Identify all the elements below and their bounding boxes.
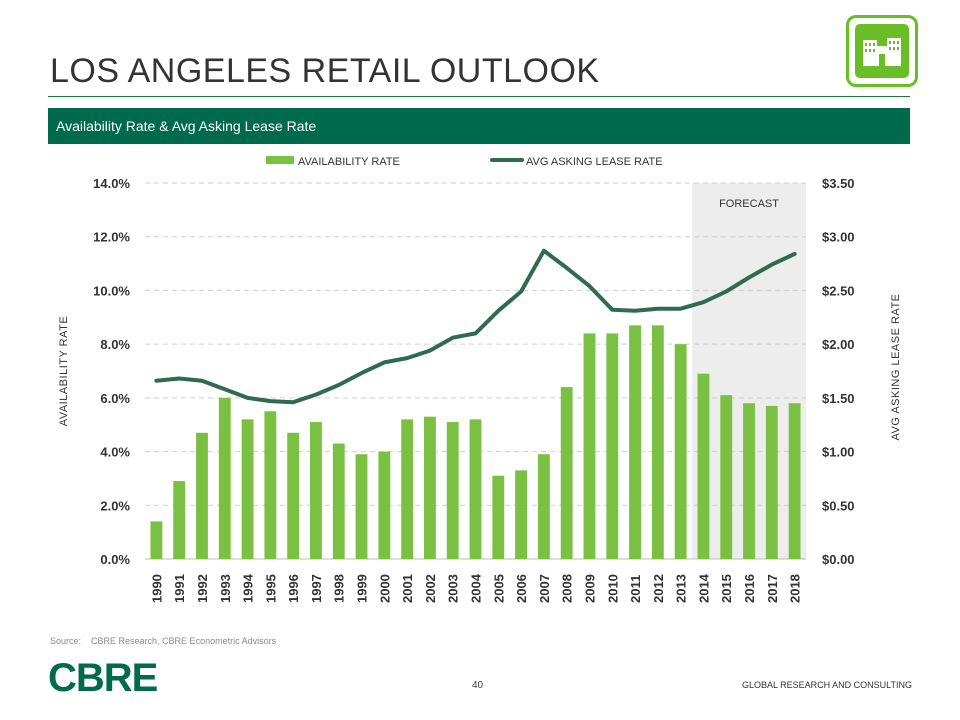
- x-tick-label: 2013: [674, 574, 689, 603]
- bar: [651, 325, 664, 559]
- x-tick-label: 2017: [765, 574, 780, 603]
- x-tick-label: 2014: [696, 573, 711, 603]
- bar: [537, 454, 550, 559]
- legend-label-bar: AVAILABILITY RATE: [298, 156, 400, 168]
- bar: [606, 333, 619, 559]
- x-tick-label: 2010: [605, 574, 620, 603]
- bar: [332, 443, 345, 559]
- x-tick-label: 2004: [469, 573, 484, 603]
- y-tick-label-right: $0.00: [822, 552, 855, 567]
- x-tick-label: 2000: [377, 574, 392, 603]
- bar: [629, 325, 641, 559]
- x-tick-label: 2001: [400, 574, 415, 603]
- chart-banner: Availability Rate & Avg Asking Lease Rat…: [48, 108, 910, 144]
- bar: [469, 419, 482, 559]
- y-tick-label-left: 8.0%: [100, 337, 130, 352]
- forecast-label: FORECAST: [719, 198, 779, 210]
- bar: [355, 454, 368, 559]
- legend-swatch-bar: [266, 156, 294, 164]
- bar: [423, 416, 436, 559]
- x-tick-label: 1995: [263, 574, 278, 603]
- y-tick-label-right: $1.00: [822, 445, 855, 460]
- y-tick-label-left: 14.0%: [93, 176, 130, 191]
- bar: [264, 411, 277, 559]
- page-title: LOS ANGELES RETAIL OUTLOOK: [50, 52, 600, 90]
- x-tick-label: 1990: [149, 574, 164, 603]
- legend-label-line: AVG ASKING LEASE RATE: [526, 156, 663, 168]
- x-tick-label: 1996: [286, 574, 301, 603]
- series-line: [154, 248, 797, 405]
- x-tick-label: 2015: [719, 574, 734, 603]
- bar: [720, 395, 733, 559]
- bar: [583, 333, 596, 559]
- bar: [560, 387, 573, 559]
- bar: [788, 403, 801, 559]
- bar: [765, 405, 778, 559]
- bar: [150, 521, 163, 559]
- x-tick-label: 2005: [491, 574, 506, 603]
- x-tick-label: 1994: [241, 573, 256, 603]
- bar: [492, 475, 505, 559]
- source-note: Source: CBRE Research, CBRE Econometric A…: [50, 636, 276, 646]
- bar: [218, 397, 231, 559]
- y-tick-label-left: 10.0%: [93, 283, 130, 298]
- page-number: 40: [472, 680, 484, 691]
- bar: [241, 419, 254, 559]
- x-tick-label: 2008: [560, 574, 575, 603]
- y-tick-label-right: $3.50: [822, 176, 855, 191]
- x-tick-label: 1998: [332, 574, 347, 603]
- x-tick-label: 1999: [355, 574, 370, 603]
- x-tick-label: 2003: [446, 574, 461, 603]
- source-text: CBRE Research, CBRE Econometric Advisors: [91, 636, 277, 646]
- x-tick-label: 2009: [582, 574, 597, 603]
- y-tick-label-left: 6.0%: [100, 391, 130, 406]
- y-tick-label-right: $0.50: [822, 498, 855, 513]
- y-tick-label-right: $2.50: [822, 283, 855, 298]
- y-tick-label-right: $2.00: [822, 337, 855, 352]
- y-tick-label-left: 2.0%: [100, 498, 130, 513]
- bar: [697, 373, 710, 559]
- footer-tagline: GLOBAL RESEARCH AND CONSULTING: [741, 680, 912, 690]
- x-tick-label: 1993: [218, 574, 233, 603]
- x-tick-label: 2016: [742, 574, 757, 603]
- source-label: Source:: [50, 636, 82, 646]
- cbre-logo: CBRE: [48, 656, 158, 700]
- y-tick-label-left: 4.0%: [100, 445, 130, 460]
- bar: [446, 422, 459, 559]
- x-tick-label: 2011: [628, 575, 643, 603]
- bar: [378, 451, 391, 559]
- bar: [196, 432, 208, 559]
- x-tick-label: 2002: [423, 574, 438, 603]
- y-tick-label-right: $1.50: [822, 391, 855, 406]
- x-tick-label: 2007: [537, 574, 552, 603]
- x-tick-label: 2012: [651, 574, 666, 603]
- bar: [674, 344, 687, 559]
- x-tick-label: 1997: [309, 574, 324, 603]
- title-divider: [48, 96, 910, 97]
- y-tick-label-left: 0.0%: [100, 552, 130, 567]
- section-icon-badge: [846, 15, 918, 87]
- bar: [743, 403, 755, 559]
- y-tick-label-right: $3.00: [822, 230, 855, 245]
- x-tick-label: 2006: [514, 574, 529, 603]
- y-axis-title-left: AVAILABILITY RATE: [58, 316, 70, 426]
- x-tick-label: 1991: [172, 574, 187, 603]
- x-tick-label: 2018: [788, 574, 803, 603]
- bar: [173, 481, 186, 559]
- building-icon: [855, 24, 909, 78]
- y-tick-label-left: 12.0%: [93, 230, 130, 245]
- bar: [287, 432, 300, 559]
- bar: [310, 422, 322, 559]
- x-tick-label: 1992: [195, 574, 210, 603]
- bar: [515, 470, 528, 559]
- bar: [401, 419, 414, 559]
- y-axis-title-right: AVG ASKING LEASE RATE: [890, 293, 902, 440]
